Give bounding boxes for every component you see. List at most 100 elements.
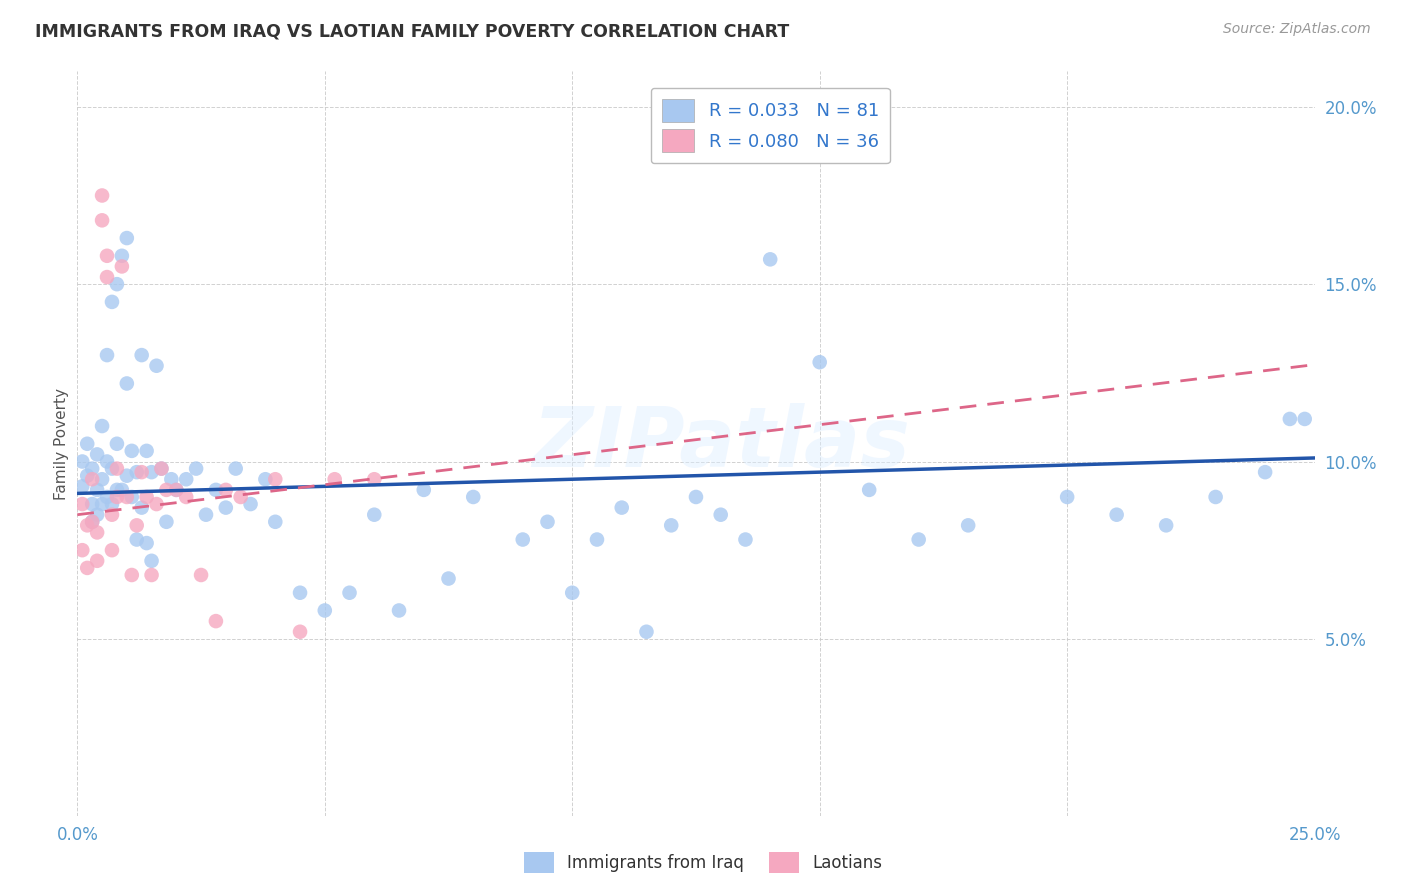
Point — [225, 461, 247, 475]
Point — [314, 603, 336, 617]
Point — [363, 508, 385, 522]
Point — [858, 483, 880, 497]
Point — [907, 533, 929, 547]
Point — [155, 515, 177, 529]
Point — [72, 497, 94, 511]
Point — [101, 508, 124, 522]
Point — [141, 554, 163, 568]
Point — [1294, 412, 1316, 426]
Text: ZIPatlas: ZIPatlas — [531, 403, 910, 484]
Point — [636, 624, 658, 639]
Point — [1056, 490, 1078, 504]
Point — [82, 515, 104, 529]
Point — [561, 586, 583, 600]
Point — [115, 231, 138, 245]
Point — [229, 490, 252, 504]
Point — [76, 561, 98, 575]
Point — [91, 188, 114, 202]
Point — [205, 614, 228, 628]
Point — [96, 490, 118, 504]
Point — [160, 472, 183, 486]
Legend: R = 0.033   N = 81, R = 0.080   N = 36: R = 0.033 N = 81, R = 0.080 N = 36 — [651, 87, 890, 163]
Point — [363, 472, 385, 486]
Point — [105, 461, 128, 475]
Point — [91, 497, 114, 511]
Point — [86, 447, 108, 461]
Point — [72, 479, 94, 493]
Point — [215, 483, 238, 497]
Point — [135, 536, 157, 550]
Point — [141, 465, 163, 479]
Point — [125, 518, 148, 533]
Point — [135, 490, 157, 504]
Point — [131, 348, 153, 362]
Point — [215, 500, 238, 515]
Point — [111, 483, 134, 497]
Point — [734, 533, 756, 547]
Point — [155, 483, 177, 497]
Point — [1254, 465, 1277, 479]
Point — [121, 443, 143, 458]
Point — [82, 515, 104, 529]
Point — [759, 252, 782, 267]
Point — [808, 355, 831, 369]
Point — [323, 472, 346, 486]
Point — [125, 465, 148, 479]
Point — [165, 483, 187, 497]
Point — [115, 468, 138, 483]
Point — [710, 508, 733, 522]
Point — [72, 454, 94, 468]
Point — [512, 533, 534, 547]
Point — [610, 500, 633, 515]
Point — [105, 436, 128, 450]
Point — [1205, 490, 1227, 504]
Point — [254, 472, 277, 486]
Legend: Immigrants from Iraq, Laotians: Immigrants from Iraq, Laotians — [517, 846, 889, 880]
Point — [125, 533, 148, 547]
Text: IMMIGRANTS FROM IRAQ VS LAOTIAN FAMILY POVERTY CORRELATION CHART: IMMIGRANTS FROM IRAQ VS LAOTIAN FAMILY P… — [35, 22, 789, 40]
Point — [96, 454, 118, 468]
Point — [86, 508, 108, 522]
Point — [76, 468, 98, 483]
Point — [91, 213, 114, 227]
Point — [115, 376, 138, 391]
Point — [82, 497, 104, 511]
Point — [1278, 412, 1301, 426]
Point — [96, 249, 118, 263]
Point — [339, 586, 361, 600]
Text: Source: ZipAtlas.com: Source: ZipAtlas.com — [1223, 22, 1371, 37]
Point — [131, 500, 153, 515]
Point — [195, 508, 218, 522]
Point — [1105, 508, 1128, 522]
Point — [141, 568, 163, 582]
Point — [150, 461, 173, 475]
Point — [86, 525, 108, 540]
Point — [121, 568, 143, 582]
Point — [101, 543, 124, 558]
Point — [288, 624, 311, 639]
Point — [957, 518, 980, 533]
Point — [101, 461, 124, 475]
Point — [86, 554, 108, 568]
Point — [91, 419, 114, 434]
Point — [536, 515, 558, 529]
Point — [72, 543, 94, 558]
Point — [76, 436, 98, 450]
Point — [174, 472, 197, 486]
Point — [115, 490, 138, 504]
Point — [264, 515, 287, 529]
Y-axis label: Family Poverty: Family Poverty — [53, 388, 69, 500]
Point — [145, 359, 167, 373]
Point — [205, 483, 228, 497]
Point — [135, 443, 157, 458]
Point — [82, 472, 104, 486]
Point — [145, 497, 167, 511]
Point — [86, 483, 108, 497]
Point — [463, 490, 485, 504]
Point — [101, 497, 124, 511]
Point — [105, 483, 128, 497]
Point — [91, 472, 114, 486]
Point — [101, 294, 124, 309]
Point — [174, 490, 197, 504]
Point — [388, 603, 411, 617]
